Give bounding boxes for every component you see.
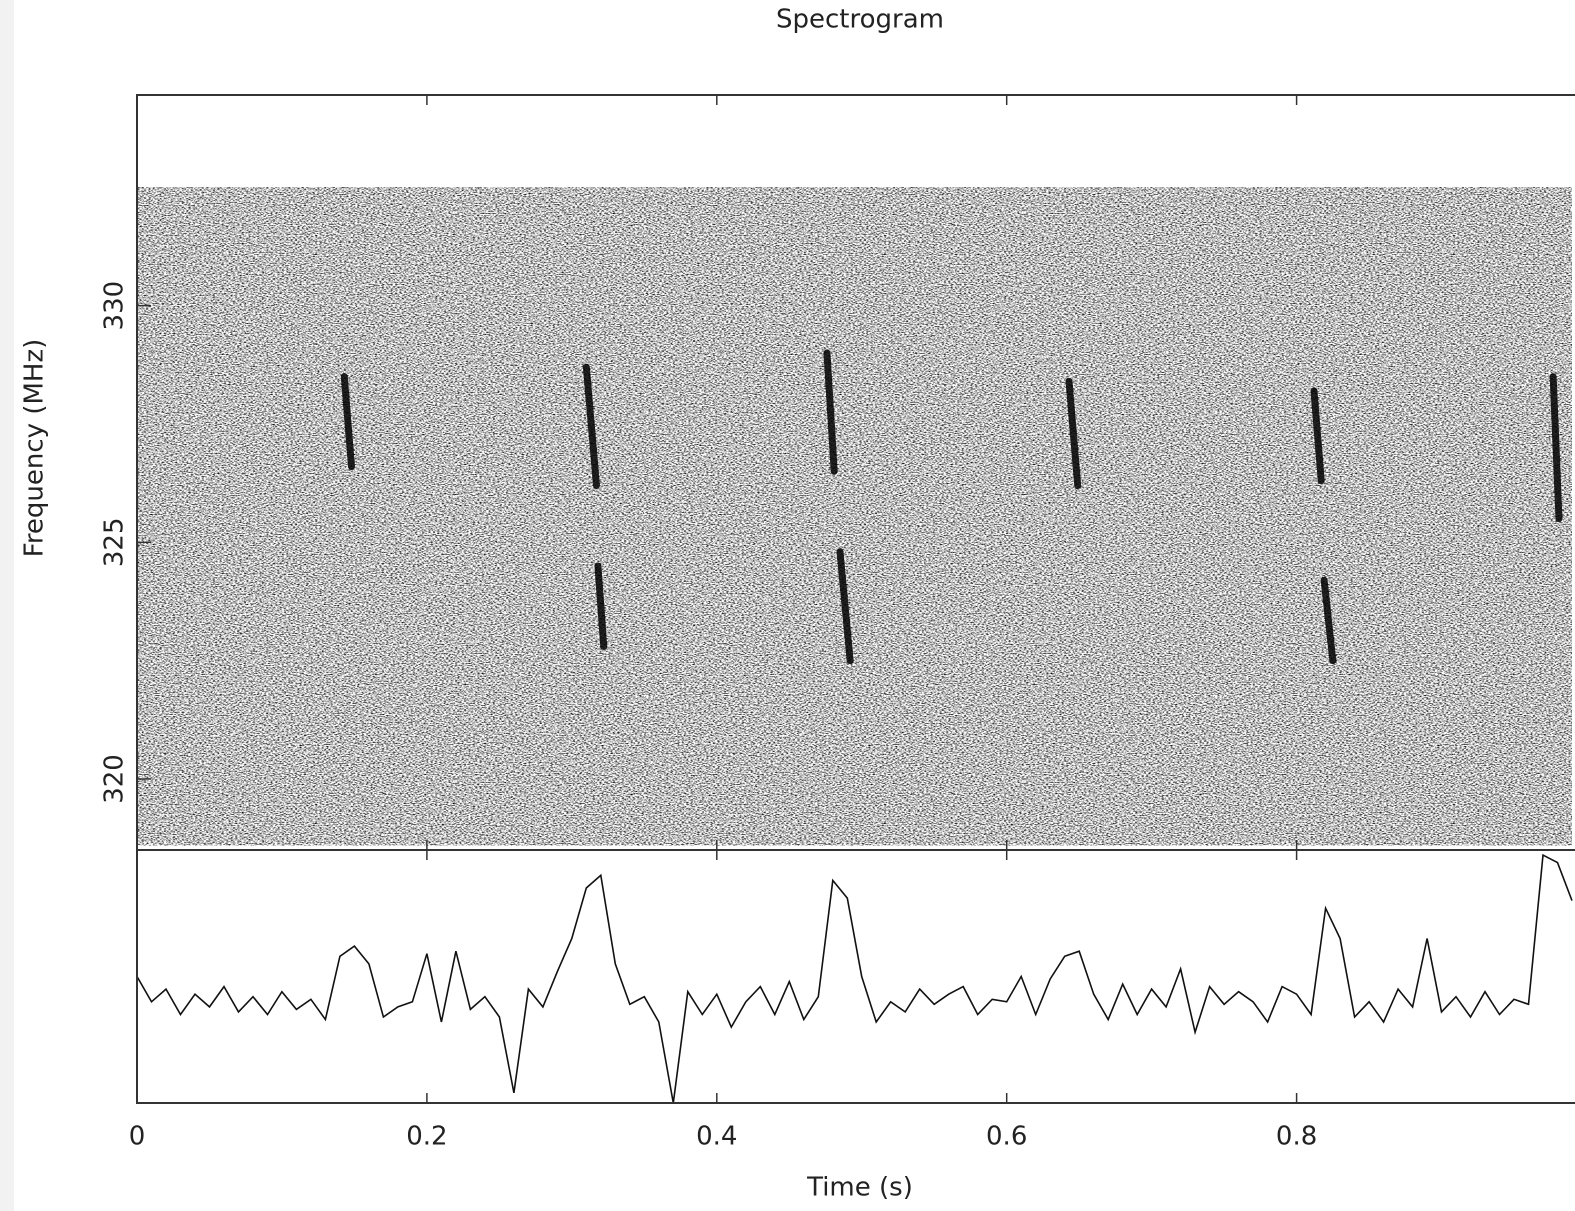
panel-frame <box>136 849 1575 1104</box>
x-tick-label: 0.4 <box>696 1122 737 1152</box>
x-tick-label: 0 <box>129 1122 146 1152</box>
y-tick-label: 320 <box>100 754 130 804</box>
x-tick-label: 0.2 <box>406 1122 447 1152</box>
pulse-streak <box>836 548 854 665</box>
spectrogram-band <box>137 187 1572 846</box>
pulse-streak <box>582 363 600 490</box>
pulse-streak <box>1549 373 1563 523</box>
signal-line <box>136 853 1573 1104</box>
pulse-streak <box>340 373 356 471</box>
y-tick-label: 330 <box>100 281 130 331</box>
pulse-streak <box>1065 377 1082 490</box>
pulse-streak <box>1310 387 1325 485</box>
y-tick-label: 325 <box>100 517 130 567</box>
pulse-streak <box>594 562 608 650</box>
left-frame <box>0 0 14 1211</box>
pulse-streak <box>1320 576 1337 665</box>
x-tick-label: 0.6 <box>986 1122 1027 1152</box>
x-tick-label: 0.8 <box>1276 1122 1317 1152</box>
pulse-streak <box>823 349 838 475</box>
y-axis-label: Frequency (MHz) <box>20 339 50 558</box>
chart-title: Spectrogram <box>776 5 944 35</box>
x-axis-label: Time (s) <box>806 1173 913 1203</box>
